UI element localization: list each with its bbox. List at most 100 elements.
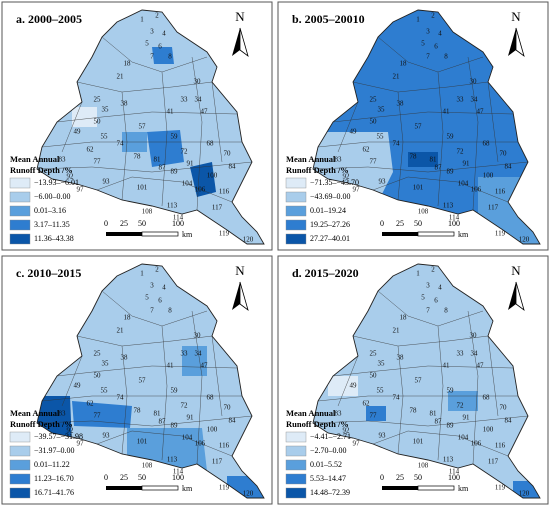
subbasin-label: 62	[87, 146, 95, 154]
subbasin-label: 117	[212, 204, 223, 212]
subbasin-label: 1	[140, 270, 144, 278]
subbasin-label: 68	[207, 140, 215, 148]
subbasin-label: 33	[457, 350, 465, 358]
legend-title: Runoff Depth /%	[10, 419, 73, 429]
north-arrow-left	[508, 282, 516, 310]
subbasin-label: 84	[229, 417, 237, 425]
subbasin-label: 41	[443, 362, 451, 370]
subbasin-label: 41	[167, 362, 175, 370]
subbasin-patch	[147, 130, 184, 167]
subbasin-label: 70	[500, 150, 508, 158]
subbasin-boundary	[56, 111, 238, 123]
legend-label: 11.36–43.38	[34, 234, 74, 243]
subbasin-label: 108	[418, 208, 429, 216]
subbasin-label: 87	[159, 164, 167, 172]
legend-label: 0.01–3.16	[34, 206, 66, 215]
subbasin-label: 92	[67, 427, 75, 435]
subbasin-label: 116	[219, 188, 230, 196]
legend-swatch	[9, 473, 31, 485]
subbasin-label: 77	[94, 158, 102, 166]
subbasin-boundary	[487, 335, 499, 417]
panel-title: b. 2005–20010	[292, 12, 365, 26]
legend-swatch	[285, 219, 307, 231]
subbasin-label: 81	[430, 156, 438, 164]
legend-title: Mean Annual	[10, 408, 60, 418]
subbasin-label: 59	[447, 133, 455, 141]
subbasin-label: 62	[363, 146, 371, 154]
legend-swatch	[9, 445, 31, 457]
legend-swatch	[285, 233, 307, 245]
legend-label: 0.01–5.52	[310, 460, 342, 469]
subbasin-label: 49	[350, 382, 358, 390]
scale-label: 25	[120, 473, 128, 482]
scale-bar-left	[106, 486, 142, 490]
subbasin-boundary	[211, 335, 223, 417]
subbasin-boundary	[352, 81, 489, 93]
subbasin-label: 8	[168, 307, 172, 315]
north-label: N	[235, 263, 245, 278]
legend-title: Mean Annual	[286, 408, 336, 418]
subbasin-boundary	[41, 395, 242, 402]
subbasin-label: 104	[182, 180, 193, 188]
subbasin-patch	[328, 376, 358, 396]
subbasin-boundary	[317, 395, 518, 402]
subbasin-label: 74	[393, 140, 401, 148]
subbasin-label: 8	[444, 307, 448, 315]
legend-label: −39.57–−31.98	[34, 432, 83, 441]
legend-label: 19.25–27.26	[310, 220, 350, 229]
legend-swatch	[9, 191, 31, 203]
subbasin-label: 108	[142, 462, 153, 470]
subbasin-label: 72	[181, 148, 189, 156]
scale-label: 100	[172, 473, 184, 482]
basin-outline	[312, 9, 541, 245]
legend-swatch	[9, 205, 31, 217]
legend-label: 0.01–19.24	[310, 206, 346, 215]
subbasin-label: 100	[483, 426, 494, 434]
scale-label: 0	[380, 219, 384, 228]
subbasin-label: 87	[435, 164, 443, 172]
subbasin-label: 38	[397, 100, 405, 108]
subbasin-label: 34	[471, 96, 479, 104]
north-label: N	[511, 263, 521, 278]
subbasin-label: 101	[413, 184, 424, 192]
subbasin-label: 8	[444, 53, 448, 61]
legend-swatch	[285, 459, 307, 471]
subbasin-label: 93	[103, 178, 111, 186]
subbasin-label: 120	[519, 490, 530, 498]
subbasin-patch	[72, 107, 97, 127]
subbasin-label: 81	[430, 410, 438, 418]
legend-label: 14.48–72.39	[310, 488, 350, 497]
subbasin-label: 18	[400, 60, 408, 68]
subbasin-label: 84	[229, 163, 237, 171]
subbasin-label: 5	[421, 40, 425, 48]
subbasin-label: 30	[194, 78, 202, 86]
subbasin-label: 1	[416, 270, 420, 278]
subbasin-label: 6	[434, 297, 438, 305]
subbasin-label: 34	[195, 96, 203, 104]
subbasin-label: 55	[377, 133, 385, 141]
subbasin-label: 104	[458, 180, 469, 188]
subbasin-boundary	[61, 101, 83, 153]
subbasin-label: 6	[434, 43, 438, 51]
scale-bar-right	[141, 231, 179, 237]
subbasin-label: 113	[167, 456, 178, 464]
subbasin-label: 5	[145, 40, 149, 48]
subbasin-label: 114	[449, 214, 460, 222]
basin-outline	[36, 9, 265, 245]
subbasin-label: 3	[150, 28, 154, 36]
legend-swatch	[9, 431, 31, 443]
subbasin-boundary	[467, 310, 479, 465]
subbasin-boundary	[317, 141, 518, 148]
legend-label: −4.41–−2.71	[310, 432, 351, 441]
legend-swatch	[285, 473, 307, 485]
legend-title: Runoff Depth /%	[286, 419, 349, 429]
legend-title: Mean Annual	[10, 154, 60, 164]
subbasin-label: 21	[117, 327, 125, 335]
subbasin-label: 72	[457, 148, 465, 156]
subbasin-label: 59	[171, 133, 179, 141]
subbasin-boundary	[191, 310, 203, 465]
subbasin-boundary	[352, 335, 489, 347]
legend-swatch	[9, 487, 31, 499]
subbasin-label: 91	[463, 414, 471, 422]
